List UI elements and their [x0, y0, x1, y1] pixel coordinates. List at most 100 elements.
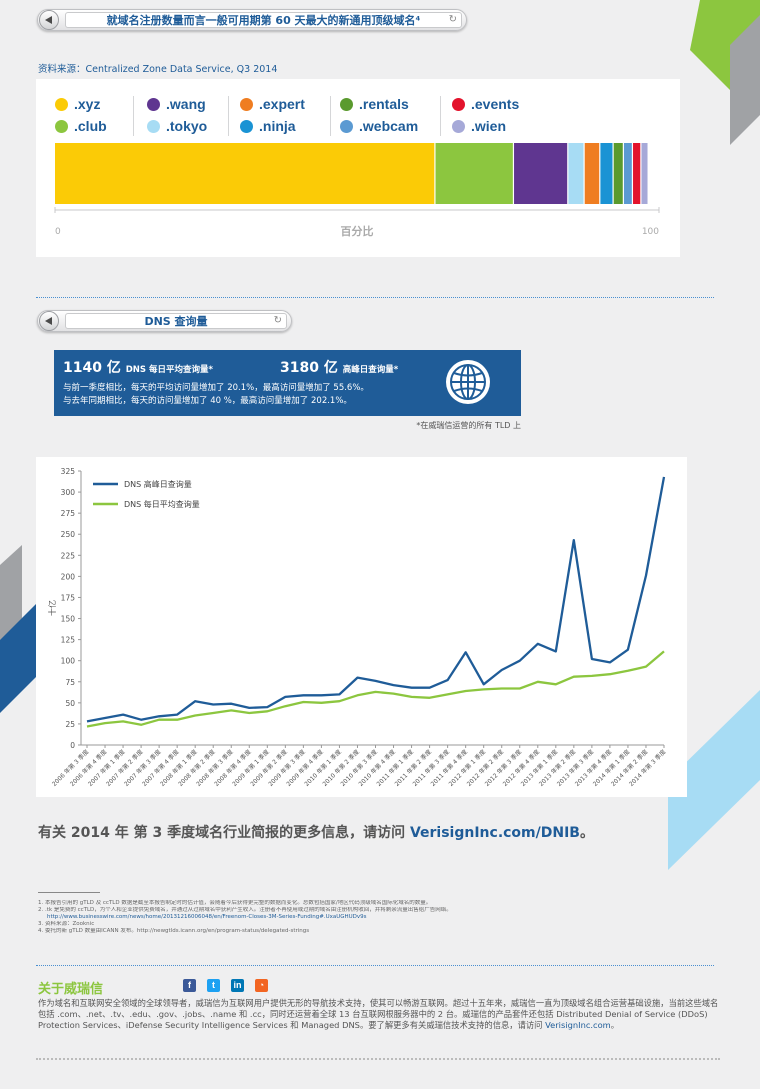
line-chart-panel: [36, 457, 687, 797]
legend-swatch: [340, 119, 353, 133]
decor-left: [0, 545, 38, 713]
legend-item-wien: .wien: [452, 118, 506, 134]
legend-separator: [133, 96, 134, 136]
about-text: 作为域名和互联网安全领域的全球领导者，威瑞信为互联网用户提供无形的导航技术支持，…: [38, 998, 719, 1030]
linkedin-icon[interactable]: in: [231, 979, 244, 992]
decor-bottom-right: [668, 690, 760, 870]
twitter-icon[interactable]: t: [207, 979, 220, 992]
legend-separator: [228, 96, 229, 136]
dns-stats-box: 1140 亿 DNS 每日平均查询量* 3180 亿 高峰日查询量* 与前一季度…: [54, 350, 521, 416]
footnote-4: 4. 委托的新 gTLD 数量由ICANN 发布。http://newgtlds…: [38, 928, 310, 934]
legend-item-webcam: .webcam: [340, 118, 418, 134]
footnote-2-url[interactable]: http://www.businesswire.com/news/home/20…: [47, 914, 367, 920]
bar-segment-webcam: [623, 143, 632, 204]
footnote-2: 2. .tk 是免费的 ccTLD，为个人和企业提供免费域名，并通过从过期域名中…: [38, 907, 452, 913]
source-note: 资料来源：Centralized Zone Data Service, Q3 2…: [38, 64, 278, 75]
about-title: 关于威瑞信: [38, 982, 104, 997]
dnib-link[interactable]: VerisignInc.com/DNIB: [409, 825, 580, 841]
legend-swatch: [452, 97, 465, 111]
legend-label: .webcam: [359, 118, 419, 134]
series-line-average: [86, 650, 665, 728]
legend-swatch: [55, 97, 68, 111]
line-legend-label: DNS 高峰日查询量: [124, 479, 192, 489]
bar-segment-events: [633, 143, 641, 204]
peak-query-stat: 3180 亿 高峰日查询量*: [280, 357, 398, 377]
stacked-bar-chart: 0 100 百分比: [54, 143, 660, 238]
legend-separator: [330, 96, 331, 136]
legend-swatch: [147, 97, 160, 111]
y-tick-label: 250: [61, 530, 76, 539]
section2-title-bar: DNS 查询量 ↻: [37, 310, 292, 332]
cta-end: 。: [579, 825, 594, 841]
back-arrow-icon: [39, 311, 59, 331]
legend-item-ninja: .ninja: [240, 118, 296, 134]
y-tick-label: 325: [61, 467, 76, 476]
legend-swatch: [240, 119, 253, 133]
y-axis-label: 十亿: [47, 600, 57, 616]
bar-segment-wang: [514, 143, 568, 204]
footnote-1: 1. 本报告引用的 gTLD 及 ccTLD 数据是截至本报告制定时的估计值，会…: [38, 900, 432, 906]
legend-label: .wien: [471, 118, 507, 134]
y-tick-label: 200: [61, 572, 76, 581]
legend-label: .events: [471, 96, 520, 112]
bar-segment-wien: [641, 143, 648, 204]
bar-segment-xyz: [55, 143, 435, 204]
section1-title: 就域名注册数量而言一般可用期第 60 天最大的新通用顶级域名⁴: [106, 14, 421, 27]
legend-label: .expert: [259, 96, 305, 112]
legend-item-wang: .wang: [147, 96, 206, 112]
footnote-rule: [38, 892, 100, 893]
peak-query-value: 3180 亿: [280, 360, 338, 376]
y-tick-label: 75: [65, 678, 75, 687]
reload-icon: ↻: [448, 14, 457, 25]
legend-swatch: [452, 119, 465, 133]
legend-item-xyz: .xyz: [55, 96, 100, 112]
bar-segment-ninja: [600, 143, 613, 204]
bar-segment-club: [435, 143, 513, 204]
back-arrow-icon: [39, 10, 59, 30]
verisign-link[interactable]: VerisignInc.com: [545, 1020, 611, 1030]
peak-query-label: 高峰日查询量*: [342, 365, 399, 375]
line-legend-label: DNS 每日平均查询量: [124, 499, 200, 509]
avg-query-label: DNS 每日平均查询量*: [125, 365, 213, 375]
bar-x-axis-label: 百分比: [341, 224, 374, 238]
legend-item-club: .club: [55, 118, 107, 134]
legend-separator: [440, 96, 441, 136]
legend-item-tokyo: .tokyo: [147, 118, 207, 134]
y-tick-label: 150: [61, 615, 76, 624]
legend-swatch: [340, 97, 353, 111]
bottom-border: [36, 1058, 720, 1060]
legend-item-rentals: .rentals: [340, 96, 409, 112]
legend-label: .wang: [166, 96, 206, 112]
quarter-change-text: 与前一季度相比，每天的平均访问量增加了 20.1%，最高访问量增加了 55.6%…: [63, 383, 369, 393]
globe-icon: [446, 360, 490, 404]
y-tick-label: 25: [65, 720, 75, 729]
series-line-peak: [86, 476, 666, 723]
y-tick-label: 0: [70, 741, 75, 750]
legend-swatch: [240, 97, 253, 111]
y-tick-label: 300: [61, 488, 76, 497]
legend-item-events: .events: [452, 96, 519, 112]
y-tick-label: 125: [61, 636, 76, 645]
legend-swatch: [55, 119, 68, 133]
avg-query-value: 1140 亿: [63, 360, 121, 376]
y-tick-label: 100: [61, 657, 76, 666]
y-tick-label: 175: [61, 593, 76, 602]
legend-label: .club: [74, 118, 107, 134]
footnotes: 1. 本报告引用的 gTLD 及 ccTLD 数据是截至本报告制定时的估计值，会…: [38, 900, 728, 935]
legend-label: .ninja: [259, 118, 296, 134]
y-tick-label: 275: [61, 509, 76, 518]
avg-query-stat: 1140 亿 DNS 每日平均查询量*: [63, 357, 213, 377]
stats-footnote: *在威瑞信运营的所有 TLD 上: [416, 421, 521, 430]
facebook-icon[interactable]: f: [183, 979, 196, 992]
dns-line-chart: 0255075100125150175200225250275300325十亿2…: [47, 467, 667, 788]
legend-label: .rentals: [359, 96, 409, 112]
decor-top-right: [690, 0, 760, 145]
section2-title: DNS 查询量: [144, 315, 208, 328]
bar-tick-label-min: 0: [55, 227, 61, 237]
bar-segment-tokyo: [568, 143, 584, 204]
rss-icon[interactable]: ◔: [255, 979, 268, 992]
reload-icon: ↻: [273, 315, 282, 326]
legend-label: .tokyo: [166, 118, 208, 134]
bar-segment-rentals: [613, 143, 623, 204]
footnote-3: 3. 资料来源：Zooknic: [38, 921, 95, 927]
